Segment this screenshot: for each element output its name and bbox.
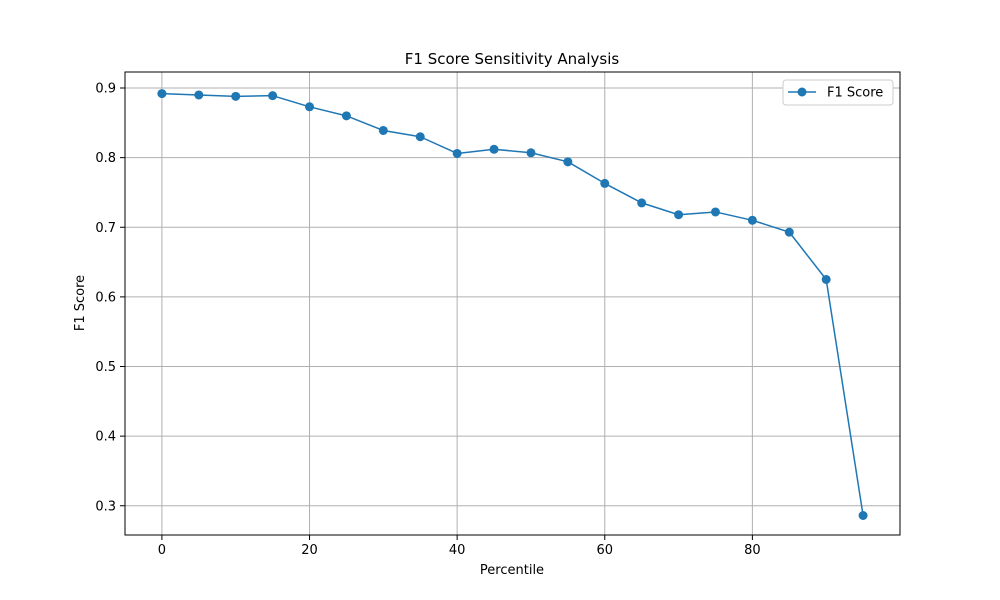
- y-axis-label: F1 Score: [73, 275, 88, 331]
- y-tick-label: 0.6: [95, 290, 116, 305]
- legend: F1 Score: [782, 79, 894, 106]
- data-point: [305, 102, 315, 112]
- legend-box: [782, 79, 894, 106]
- data-point: [452, 148, 462, 158]
- y-tick-label: 0.4: [95, 430, 116, 445]
- data-point: [341, 111, 351, 121]
- y-tick-label: 0.5: [95, 360, 116, 375]
- data-point: [821, 274, 831, 284]
- y-tick-label: 0.7: [95, 221, 116, 236]
- y-tick-label: 0.3: [95, 499, 116, 514]
- axis-ticks: 0 20 40 60 80 0.3 0.4 0.5 0.6 0.7 0.8 0.9: [95, 82, 760, 558]
- data-point: [637, 198, 647, 208]
- data-point: [563, 157, 573, 167]
- series-line: [161, 92, 864, 516]
- legend-label: F1 Score: [827, 86, 883, 101]
- data-point: [710, 207, 720, 217]
- data-point: [526, 148, 536, 158]
- x-tick-label: 0: [158, 543, 166, 558]
- x-tick-label: 20: [301, 543, 318, 558]
- data-point: [489, 144, 499, 154]
- x-tick-label: 80: [744, 543, 761, 558]
- y-tick-label: 0.8: [95, 151, 116, 166]
- data-point: [415, 132, 425, 142]
- x-axis-label: Percentile: [480, 563, 544, 578]
- plot-frame: [124, 71, 901, 536]
- data-point: [231, 91, 241, 101]
- data-point: [858, 511, 868, 521]
- data-point: [600, 178, 610, 188]
- data-point: [268, 91, 278, 101]
- x-tick-label: 40: [449, 543, 466, 558]
- legend-marker-swatch: [797, 87, 807, 97]
- data-point: [674, 210, 684, 220]
- data-point: [784, 227, 794, 237]
- data-point: [157, 89, 167, 99]
- data-point: [194, 90, 204, 100]
- data-series: [157, 89, 868, 521]
- data-point: [378, 125, 388, 135]
- chart-title: F1 Score Sensitivity Analysis: [405, 50, 620, 68]
- y-tick-label: 0.9: [95, 82, 116, 97]
- x-tick-label: 60: [596, 543, 613, 558]
- data-point: [747, 215, 757, 225]
